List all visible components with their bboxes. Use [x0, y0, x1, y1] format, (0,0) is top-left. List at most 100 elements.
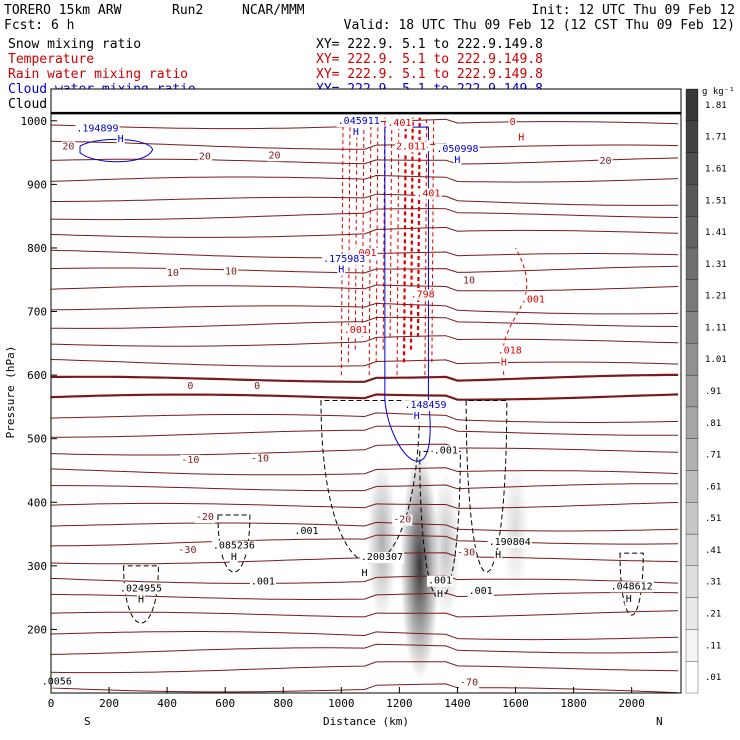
x-end-right: N: [656, 715, 663, 728]
rain-label: H: [501, 358, 507, 369]
snow-contour: [619, 552, 644, 616]
colorbar-swatch: [685, 184, 699, 217]
model-title: TORERO 15km ARW: [4, 3, 122, 18]
colorbar-label: 1.41: [705, 228, 727, 238]
snow-label-bg: [118, 583, 164, 595]
isotherm-label: 20: [62, 141, 74, 152]
colorbar-label: .01: [705, 673, 721, 683]
snow-label-bg: [432, 445, 459, 457]
isotherm-label-bg: [194, 512, 215, 524]
snow-label: H: [626, 594, 632, 605]
colorbar-label: 1.01: [705, 355, 727, 365]
x-tick-label: 600: [215, 697, 235, 710]
isotherm: [50, 610, 679, 618]
isotherm: [50, 467, 679, 476]
cloud-water-label-bg: [75, 123, 120, 135]
colorbar-label: 1.51: [705, 196, 727, 206]
y-tick-label: 400: [27, 496, 47, 509]
rain-contour: [396, 117, 400, 376]
snow-label-bg: [467, 585, 494, 597]
colorbar-label: .81: [705, 419, 721, 429]
isotherm: [50, 534, 679, 547]
colorbar-swatch: [685, 88, 699, 121]
isotherm-label-bg: [177, 545, 198, 557]
snow-label-bg: [249, 576, 276, 588]
isotherm-label: -10: [251, 454, 269, 465]
colorbar-label: 1.61: [705, 164, 727, 174]
y-tick-label: 600: [27, 369, 47, 382]
y-tick-label: 500: [27, 433, 47, 446]
isotherm-label-bg: [267, 150, 282, 162]
colorbar-swatch: [685, 343, 699, 376]
cloud-water-label-bg: [336, 115, 381, 127]
rain-label: H: [518, 132, 524, 143]
isotherm: [51, 425, 679, 438]
rain-contour: [424, 117, 428, 376]
rain-label: 0: [510, 117, 516, 128]
colorbar-swatch: [685, 120, 699, 153]
x-tick-label: 1200: [386, 697, 413, 710]
x-tick-label: 1800: [560, 697, 587, 710]
isotherm-label: -10: [181, 455, 199, 466]
colorbar-label: .11: [705, 641, 721, 651]
x-tick-label: 400: [157, 697, 177, 710]
colorbar-swatch: [685, 597, 699, 630]
rain-contour: [361, 117, 365, 337]
xsec-label: XY= 222.9. 5.1 to 222.9.149.8: [316, 52, 543, 67]
colorbar-swatch: [685, 374, 699, 408]
colorbar-swatch: [685, 311, 699, 344]
isotherm-label-bg: [61, 141, 76, 153]
colorbar-label: 1.71: [705, 133, 727, 143]
rain-label-bg: [409, 289, 436, 301]
isotherm-label: 20: [199, 152, 211, 163]
snow-label: H: [362, 568, 368, 579]
cloud-water-label: .175983: [323, 254, 365, 265]
field-legend-item: Snow mixing ratio: [8, 37, 141, 52]
colorbar-label: .21: [705, 610, 721, 620]
org-label: NCAR/MMM: [242, 3, 305, 18]
isotherm-label: 10: [167, 268, 179, 279]
cloud-water-label-bg: [412, 410, 421, 422]
colorbar: .01 .11 .21 .31 .41 .51 .61 .71 .81 .91 1.01 1.11 1.…: [685, 88, 727, 694]
x-tick-label: 800: [273, 697, 293, 710]
cloud-water-label: .148459: [404, 400, 446, 411]
isotherm-label-bg: [180, 454, 201, 466]
snow-label-bg: [487, 536, 532, 548]
snow-label-bg: [436, 588, 445, 600]
isotherm: [50, 631, 679, 641]
rain-label-bg: [415, 188, 442, 200]
rain-contour: [354, 117, 358, 350]
rain-label: .401: [416, 188, 440, 199]
colorbar-swatch: [685, 438, 699, 471]
isotherm: [50, 284, 679, 292]
snow-label: H: [495, 550, 501, 561]
xsec-label: XY= 222.9. 5.1 to 222.9.149.8: [316, 67, 543, 82]
rain-contour: [389, 117, 393, 337]
isotherm: [50, 226, 679, 238]
plot-frame: [50, 88, 682, 694]
isotherm: [51, 193, 679, 206]
cloud-water-label-bg: [337, 264, 346, 276]
snow-label: .001: [428, 576, 452, 587]
rain-label-bg: [342, 325, 369, 337]
isotherm: [50, 265, 679, 274]
init-label: Init: 12 UTC Thu 09 Feb 12: [532, 3, 736, 18]
snow-contour: [465, 400, 508, 573]
rain-contour: [382, 117, 386, 350]
isotherm: [50, 592, 679, 600]
snow-label: .200307: [361, 552, 403, 563]
cloud-water-label-bg: [351, 126, 360, 138]
cloud-water-label-bg: [435, 143, 480, 155]
rain-label-bg: [499, 357, 508, 369]
snow-label-bg: [426, 575, 454, 587]
rain-label: .001: [344, 325, 368, 336]
colorbar-unit: g kg⁻¹: [702, 87, 735, 97]
isotherm-label: 20: [269, 150, 281, 161]
isotherm: [50, 140, 679, 150]
rain-label-bg: [517, 132, 526, 144]
snow-label-bg: [40, 676, 73, 688]
rain-label-bg: [508, 117, 517, 129]
isotherm-label: -30: [178, 545, 196, 556]
